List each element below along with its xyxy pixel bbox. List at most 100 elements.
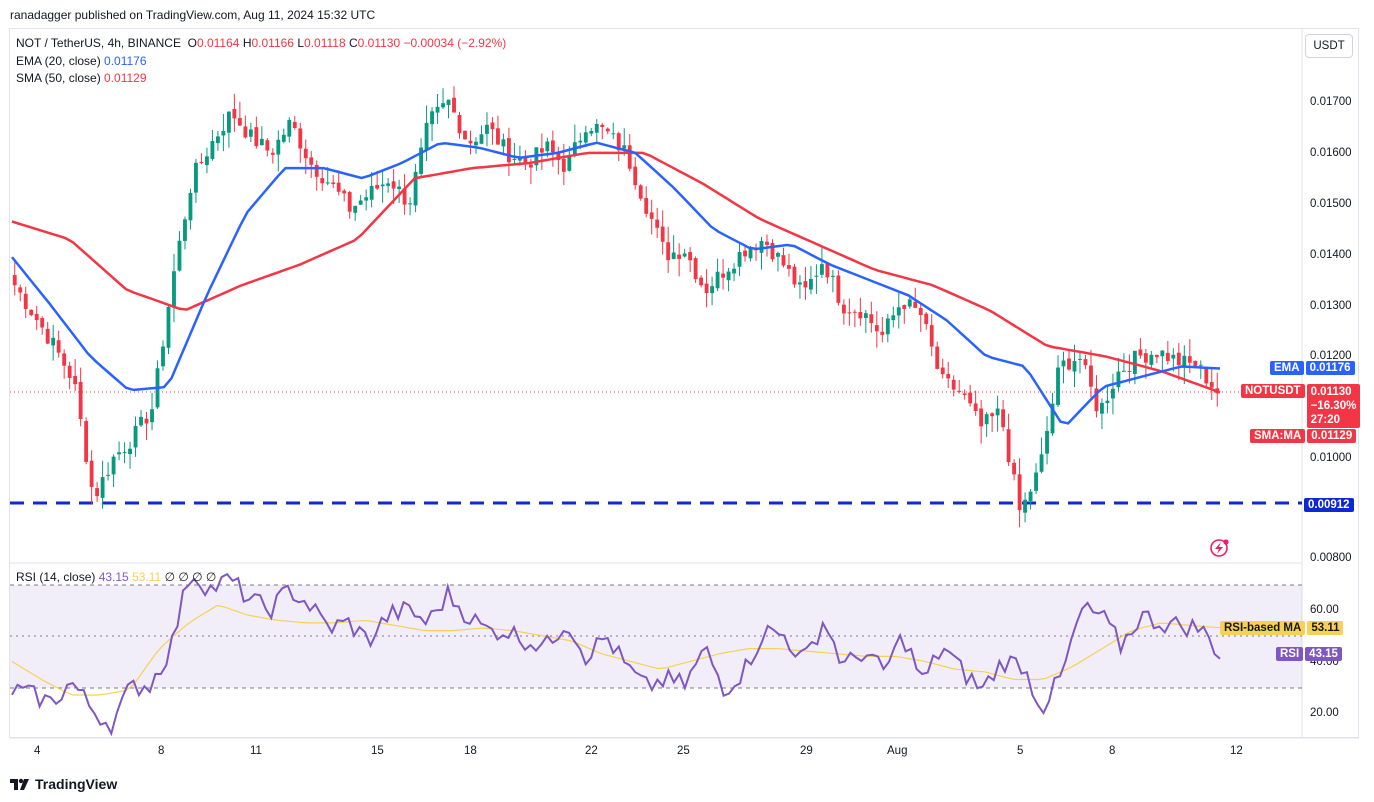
candle-body <box>325 182 330 184</box>
symbol-title[interactable]: NOT / TetherUS, 4h, BINANCE <box>16 36 181 50</box>
candle-body <box>732 268 736 274</box>
candle-body <box>40 318 45 328</box>
rsi-band <box>10 585 1302 688</box>
candle-body <box>144 418 149 424</box>
rsi-ma-legend-value: 53.11 <box>132 570 162 584</box>
candle-body <box>957 390 962 392</box>
candle-body <box>638 185 643 199</box>
candle-body <box>248 129 253 137</box>
candle-body <box>699 277 704 286</box>
candle-body <box>1204 366 1209 384</box>
candle-body <box>12 275 17 286</box>
candle-body <box>1028 491 1033 502</box>
candle-body <box>320 178 325 184</box>
candle-body <box>984 414 989 425</box>
candle-body <box>858 312 863 319</box>
candle-body <box>962 393 967 395</box>
support-price-tag: 0.00912 <box>1304 495 1354 513</box>
candle-body <box>215 136 220 144</box>
candle-body <box>523 156 528 164</box>
candle-body <box>23 293 28 309</box>
candle-body <box>303 148 308 159</box>
candle-body <box>1078 358 1082 360</box>
candle-body <box>600 124 605 127</box>
candle-body <box>979 408 984 427</box>
candle-body <box>973 403 978 411</box>
candle-body <box>106 474 111 476</box>
candle-body <box>51 337 56 346</box>
candle-body <box>682 253 687 257</box>
candle-body <box>863 313 868 319</box>
candle-body <box>1165 352 1170 361</box>
candle-body <box>539 148 544 153</box>
rsi-tick: 20.00 <box>1310 707 1339 719</box>
candle-body <box>885 318 890 335</box>
candle-body <box>787 265 791 269</box>
open-label: O <box>187 36 197 50</box>
alert-lightning-icon[interactable] <box>1210 539 1229 557</box>
candle-body <box>770 242 775 260</box>
candle-body <box>517 157 522 161</box>
rsi-legend[interactable]: RSI (14, close) 43.15 53.11 ∅ ∅ ∅ ∅ <box>16 568 216 586</box>
candle-body <box>117 452 121 455</box>
candle-body <box>172 271 176 308</box>
price-tick: 0.00800 <box>1310 552 1352 564</box>
tradingview-logo[interactable]: TradingView <box>10 776 117 792</box>
candle-body <box>589 131 594 134</box>
candle-body <box>402 188 407 205</box>
candle-body <box>353 205 358 213</box>
rsi-ma-line <box>11 604 1221 696</box>
candle-body <box>18 287 23 293</box>
candle-body <box>704 283 709 294</box>
candle-body <box>1132 350 1137 374</box>
candle-body <box>331 182 336 185</box>
candle-body <box>386 183 391 186</box>
candle-body <box>369 185 374 200</box>
candle-body <box>847 312 852 314</box>
candle-body <box>1105 400 1110 404</box>
candle-body <box>605 128 610 132</box>
candle-body <box>298 128 303 149</box>
candle-body <box>336 182 341 192</box>
candle-body <box>347 192 352 212</box>
candle-body <box>139 416 143 426</box>
price-tick: 0.01000 <box>1310 452 1352 464</box>
candle-body <box>556 151 561 161</box>
candle-body <box>45 328 50 344</box>
candle-body <box>743 250 747 257</box>
candle-body <box>287 119 292 137</box>
bar-countdown: 27:20 <box>1310 414 1341 426</box>
candle-body <box>748 247 753 259</box>
candle-body <box>688 252 693 261</box>
candle-body <box>710 286 715 294</box>
candle-body <box>1182 355 1187 367</box>
candle-body <box>150 409 154 423</box>
price-tick: 0.01400 <box>1310 249 1352 261</box>
sma-legend-label: SMA (50, close) <box>16 71 101 85</box>
last-price-box: 0.01130 −16.30% 27:20 <box>1306 384 1361 428</box>
candle-body <box>545 141 550 152</box>
currency-button[interactable]: USDT <box>1305 34 1353 58</box>
candle-body <box>935 346 940 369</box>
candle-body <box>891 315 896 321</box>
high-label: H <box>242 36 252 50</box>
candle-body <box>627 145 632 169</box>
sma50-line <box>11 151 1221 394</box>
candle-body <box>951 379 956 390</box>
candle-body <box>583 132 588 143</box>
date-tick: 11 <box>250 745 262 757</box>
candle-body <box>397 186 402 189</box>
candle-body <box>413 171 418 206</box>
sma-tag-label: SMA:MA <box>1250 429 1306 443</box>
candle-body <box>1072 361 1077 372</box>
candle-body <box>671 252 676 260</box>
candle-body <box>990 413 995 417</box>
candle-body <box>803 281 808 288</box>
candle-body <box>1193 360 1198 368</box>
high-value: 0.01166 <box>251 36 294 50</box>
ema-legend[interactable]: EMA (20, close) 0.01176 <box>16 52 147 70</box>
date-tick: 18 <box>464 745 477 757</box>
candle-body <box>292 121 297 128</box>
sma-legend[interactable]: SMA (50, close) 0.01129 <box>16 69 147 87</box>
